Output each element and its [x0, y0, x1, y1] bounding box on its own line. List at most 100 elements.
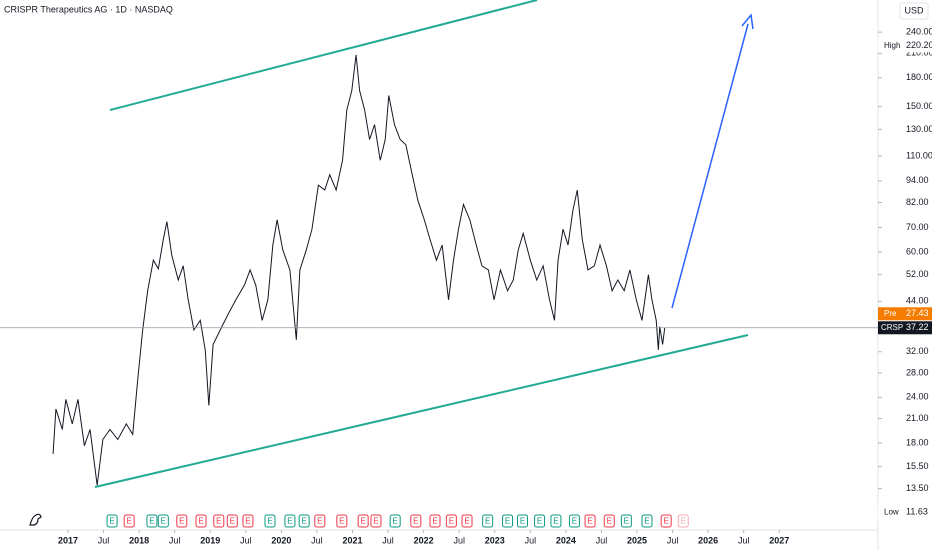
y-tick-label: 21.00: [906, 413, 929, 423]
x-tick-label: 2025: [627, 535, 647, 545]
earnings-marker[interactable]: E: [157, 514, 169, 528]
high-tag: [878, 39, 932, 53]
earnings-badge: [550, 514, 562, 528]
x-tick-label: Jul: [169, 535, 181, 545]
earnings-marker[interactable]: E: [620, 514, 632, 528]
price-line: [52, 54, 666, 486]
earnings-label: E: [109, 517, 114, 526]
earnings-label: E: [393, 517, 398, 526]
x-tick-label: 2019: [200, 535, 220, 545]
earnings-marker[interactable]: E: [314, 514, 326, 528]
earnings-badge: [106, 514, 118, 528]
y-tick-label: 28.00: [906, 367, 929, 377]
earnings-label: E: [664, 517, 669, 526]
earnings-marker[interactable]: E: [106, 514, 118, 528]
earnings-badge: [534, 514, 546, 528]
x-tick-label: 2020: [271, 535, 291, 545]
earnings-marker[interactable]: E: [461, 514, 473, 528]
earnings-marker[interactable]: E: [298, 514, 310, 528]
earnings-marker[interactable]: E: [445, 514, 457, 528]
earnings-marker[interactable]: E: [284, 514, 296, 528]
x-tick-label: Jul: [525, 535, 537, 545]
earnings-badge: [357, 514, 369, 528]
y-tick-label: 18.00: [906, 437, 929, 447]
earnings-label: E: [572, 517, 577, 526]
earnings-marker[interactable]: E: [176, 514, 188, 528]
earnings-label: E: [149, 517, 154, 526]
earnings-label: E: [432, 517, 437, 526]
earnings-label: E: [505, 517, 510, 526]
premarket-label: 27.43: [906, 308, 929, 318]
earnings-label: E: [485, 517, 490, 526]
earnings-marker[interactable]: E: [123, 514, 135, 528]
y-tick-label: 110.00: [906, 150, 932, 160]
earnings-marker[interactable]: E: [429, 514, 441, 528]
trend-line-upper[interactable]: [109, 0, 538, 111]
earnings-badge: [429, 514, 441, 528]
earnings-marker[interactable]: E: [195, 514, 207, 528]
earnings-marker[interactable]: E: [410, 514, 422, 528]
earnings-marker[interactable]: E: [213, 514, 225, 528]
earnings-marker[interactable]: E: [389, 514, 401, 528]
currency-box[interactable]: [899, 2, 929, 20]
y-tick-label: 70.00: [906, 222, 929, 232]
earnings-label: E: [373, 517, 378, 526]
earnings-label: E: [198, 517, 203, 526]
y-tick-label: 15.50: [906, 461, 929, 471]
earnings-badge: [264, 514, 276, 528]
earnings-badge: [314, 514, 326, 528]
projection-arrow[interactable]: [671, 23, 749, 309]
x-tick-label: 2017: [58, 535, 78, 545]
premarket-name: Pre: [884, 309, 897, 318]
earnings-badge: [123, 514, 135, 528]
earnings-marker[interactable]: E: [516, 514, 528, 528]
earnings-marker[interactable]: E: [146, 514, 158, 528]
earnings-marker[interactable]: E: [641, 514, 653, 528]
earnings-label: E: [361, 517, 366, 526]
y-tick-label: 130.00: [906, 124, 932, 134]
earnings-marker[interactable]: E: [336, 514, 348, 528]
earnings-marker[interactable]: E: [584, 514, 596, 528]
earnings-marker[interactable]: E: [357, 514, 369, 528]
earnings-marker[interactable]: E: [502, 514, 514, 528]
earnings-label: E: [449, 517, 454, 526]
earnings-badge: [157, 514, 169, 528]
last-price-label: 37.22: [906, 322, 929, 332]
earnings-badge: [620, 514, 632, 528]
earnings-marker[interactable]: E: [677, 514, 689, 528]
earnings-label: E: [287, 517, 292, 526]
x-tick-label: Jul: [453, 535, 465, 545]
earnings-marker[interactable]: E: [482, 514, 494, 528]
earnings-badge: [482, 514, 494, 528]
earnings-marker[interactable]: E: [242, 514, 254, 528]
earnings-marker[interactable]: E: [550, 514, 562, 528]
y-tick-label: 44.00: [906, 296, 929, 306]
earnings-label: E: [520, 517, 525, 526]
x-tick-label: Jul: [240, 535, 252, 545]
earnings-marker[interactable]: E: [603, 514, 615, 528]
earnings-marker[interactable]: E: [226, 514, 238, 528]
y-tick-label: 94.00: [906, 175, 929, 185]
earnings-marker[interactable]: E: [534, 514, 546, 528]
earnings-label: E: [681, 517, 686, 526]
earnings-marker[interactable]: E: [660, 514, 672, 528]
premarket-tag: [878, 307, 932, 321]
earnings-badge: [502, 514, 514, 528]
earnings-badge: [410, 514, 422, 528]
y-tick-label: 150.00: [906, 101, 932, 111]
trend-line-lower[interactable]: [94, 334, 749, 488]
x-tick-label: 2022: [414, 535, 434, 545]
x-tick-label: 2018: [129, 535, 149, 545]
earnings-label: E: [464, 517, 469, 526]
earnings-badge: [389, 514, 401, 528]
earnings-marker[interactable]: E: [568, 514, 580, 528]
earnings-badge: [370, 514, 382, 528]
earnings-marker[interactable]: E: [370, 514, 382, 528]
x-tick-label: 2026: [698, 535, 718, 545]
logo: [29, 513, 42, 526]
y-tick-label: 32.00: [906, 346, 929, 356]
earnings-marker[interactable]: E: [264, 514, 276, 528]
earnings-badge: [284, 514, 296, 528]
